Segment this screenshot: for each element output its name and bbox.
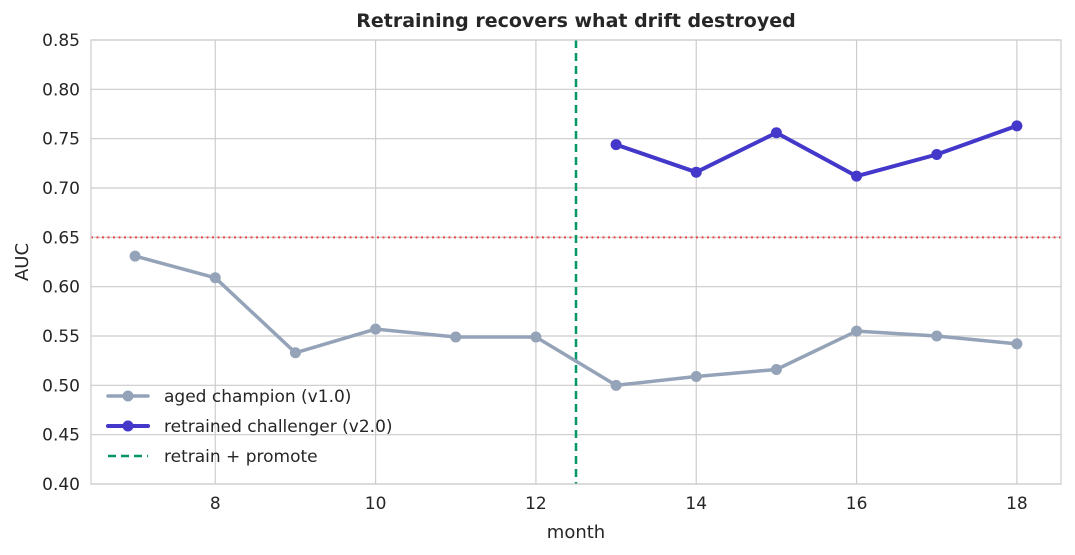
data-point: [851, 325, 863, 337]
y-tick-label: 0.65: [42, 228, 80, 248]
x-tick-label: 8: [210, 494, 221, 514]
data-point: [129, 250, 141, 262]
y-tick-label: 0.50: [42, 376, 80, 396]
data-point: [851, 170, 863, 182]
data-point: [530, 331, 542, 343]
data-point: [931, 148, 943, 160]
y-tick-label: 0.80: [42, 80, 80, 100]
data-point: [1011, 120, 1023, 132]
y-tick-label: 0.60: [42, 278, 80, 298]
chart-title: Retraining recovers what drift destroyed: [356, 10, 795, 32]
legend: aged champion (v1.0) retrained challenge…: [106, 387, 393, 467]
data-point: [370, 323, 382, 335]
series-line-0: [133, 254, 1019, 388]
y-axis-label: AUC: [12, 243, 33, 281]
data-point: [1011, 338, 1023, 350]
data-point: [690, 166, 702, 178]
plot-frame: [90, 39, 1062, 485]
data-point: [770, 364, 782, 376]
legend-label-retrain-promote: retrain + promote: [164, 447, 318, 467]
legend-marker-aged-champion: [122, 390, 134, 402]
x-tick-label: 10: [365, 494, 387, 514]
y-tick-label: 0.55: [42, 327, 80, 347]
y-tick-label: 0.70: [42, 179, 80, 199]
reference-lines: [91, 40, 1061, 484]
legend-marker-retrained-challenger: [122, 420, 134, 432]
x-tick-label: 12: [525, 494, 547, 514]
series-line-1: [614, 123, 1019, 179]
data-point: [690, 370, 702, 382]
x-tick-label: 14: [685, 494, 707, 514]
y-tick-label: 0.45: [42, 426, 80, 446]
data-point: [450, 331, 462, 343]
data-point: [931, 330, 943, 342]
data-point: [610, 139, 622, 151]
legend-label-aged-champion: aged champion (v1.0): [164, 387, 351, 407]
x-axis-label: month: [547, 522, 605, 543]
legend-label-retrained-challenger: retrained challenger (v2.0): [164, 417, 393, 437]
x-tick-label: 18: [1006, 494, 1028, 514]
series: [129, 120, 1023, 391]
tick-labels: 0.40 0.45 0.50 0.55 0.60 0.65 0.70 0.75 0.80 0.85…: [42, 31, 1028, 514]
data-point: [209, 272, 221, 284]
data-point: [610, 379, 622, 391]
y-tick-label: 0.40: [42, 475, 80, 495]
data-point: [770, 127, 782, 139]
x-tick-label: 16: [846, 494, 868, 514]
y-tick-label: 0.85: [42, 31, 80, 51]
plot-border: [90, 39, 1062, 485]
y-tick-label: 0.75: [42, 130, 80, 150]
data-point: [289, 347, 301, 359]
